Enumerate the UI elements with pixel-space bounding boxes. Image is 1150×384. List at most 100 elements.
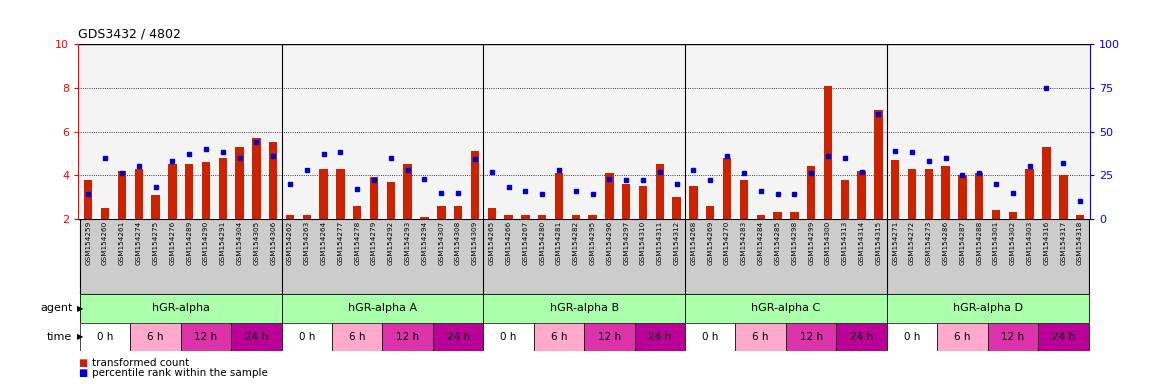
Bar: [437, 206, 445, 219]
Text: percentile rank within the sample: percentile rank within the sample: [92, 368, 268, 379]
Text: GSM154298: GSM154298: [791, 221, 797, 265]
Bar: [942, 167, 950, 219]
Bar: [773, 212, 782, 219]
Bar: [383, 323, 432, 351]
Bar: [1059, 175, 1067, 219]
Bar: [168, 164, 177, 219]
Bar: [79, 219, 282, 294]
Bar: [887, 219, 1089, 294]
Bar: [218, 158, 227, 219]
Text: 24 h: 24 h: [245, 332, 268, 342]
Text: 24 h: 24 h: [1052, 332, 1075, 342]
Bar: [101, 208, 109, 219]
Bar: [336, 169, 345, 219]
Bar: [1038, 323, 1089, 351]
Text: GSM154281: GSM154281: [555, 221, 562, 265]
Bar: [991, 210, 1000, 219]
Text: GSM154278: GSM154278: [354, 221, 360, 265]
Bar: [370, 177, 378, 219]
Text: GSM154287: GSM154287: [959, 221, 966, 265]
Text: GSM154265: GSM154265: [489, 221, 494, 265]
Text: 0 h: 0 h: [703, 332, 719, 342]
Bar: [269, 142, 277, 219]
Bar: [757, 215, 765, 219]
Bar: [685, 323, 736, 351]
Text: GDS3432 / 4802: GDS3432 / 4802: [78, 27, 181, 40]
Text: GSM154288: GSM154288: [976, 221, 982, 265]
Text: hGR-alpha C: hGR-alpha C: [751, 303, 821, 313]
Bar: [470, 151, 480, 219]
Bar: [937, 323, 988, 351]
Bar: [483, 323, 534, 351]
Text: GSM154309: GSM154309: [472, 221, 478, 265]
Text: 6 h: 6 h: [954, 332, 971, 342]
Text: GSM154297: GSM154297: [623, 221, 629, 265]
Bar: [353, 206, 361, 219]
Bar: [201, 162, 210, 219]
Text: 24 h: 24 h: [446, 332, 469, 342]
Text: GSM154312: GSM154312: [674, 221, 680, 265]
Bar: [823, 86, 833, 219]
Text: GSM154310: GSM154310: [641, 221, 646, 265]
Text: GSM154317: GSM154317: [1060, 221, 1066, 265]
Bar: [907, 169, 917, 219]
Text: agent: agent: [40, 303, 72, 313]
Bar: [874, 110, 882, 219]
Text: 12 h: 12 h: [396, 332, 420, 342]
Bar: [185, 164, 193, 219]
Text: GSM154286: GSM154286: [943, 221, 949, 265]
Text: GSM154303: GSM154303: [1027, 221, 1033, 265]
Bar: [622, 184, 630, 219]
Text: GSM154280: GSM154280: [539, 221, 545, 265]
Text: GSM154300: GSM154300: [825, 221, 831, 265]
Text: GSM154274: GSM154274: [136, 221, 141, 265]
Text: GSM154315: GSM154315: [875, 221, 881, 265]
Text: GSM154299: GSM154299: [808, 221, 814, 265]
Text: GSM154269: GSM154269: [707, 221, 713, 265]
Bar: [252, 138, 261, 219]
Text: GSM154313: GSM154313: [842, 221, 848, 265]
Bar: [891, 160, 899, 219]
Text: GSM154311: GSM154311: [657, 221, 662, 265]
Text: GSM154318: GSM154318: [1078, 221, 1083, 265]
Text: GSM154306: GSM154306: [270, 221, 276, 265]
Text: GSM154263: GSM154263: [304, 221, 309, 265]
Bar: [332, 323, 383, 351]
Text: GSM154295: GSM154295: [590, 221, 596, 265]
Text: GSM154291: GSM154291: [220, 221, 225, 265]
Bar: [790, 212, 798, 219]
Text: GSM154261: GSM154261: [118, 221, 125, 265]
Text: GSM154307: GSM154307: [438, 221, 444, 265]
Text: 12 h: 12 h: [194, 332, 217, 342]
Text: transformed count: transformed count: [92, 358, 190, 368]
Text: GSM154266: GSM154266: [506, 221, 512, 265]
Text: GSM154268: GSM154268: [690, 221, 697, 265]
Text: GSM154260: GSM154260: [102, 221, 108, 265]
Text: GSM154272: GSM154272: [908, 221, 915, 265]
Bar: [706, 206, 714, 219]
Bar: [320, 169, 328, 219]
Bar: [521, 215, 529, 219]
Bar: [639, 186, 647, 219]
Bar: [483, 294, 685, 323]
Bar: [785, 323, 836, 351]
Text: GSM154270: GSM154270: [724, 221, 730, 265]
Text: 12 h: 12 h: [598, 332, 621, 342]
Text: GSM154304: GSM154304: [237, 221, 243, 265]
Bar: [925, 169, 933, 219]
Text: GSM154262: GSM154262: [288, 221, 293, 265]
Bar: [483, 219, 685, 294]
Text: hGR-alpha: hGR-alpha: [152, 303, 209, 313]
Text: GSM154277: GSM154277: [337, 221, 344, 265]
Text: 0 h: 0 h: [299, 332, 315, 342]
Bar: [656, 164, 664, 219]
Bar: [836, 323, 887, 351]
Text: GSM154284: GSM154284: [758, 221, 764, 265]
Bar: [79, 323, 130, 351]
Text: GSM154276: GSM154276: [169, 221, 175, 265]
Text: hGR-alpha A: hGR-alpha A: [348, 303, 417, 313]
Text: GSM154279: GSM154279: [371, 221, 377, 265]
Bar: [282, 323, 332, 351]
Text: GSM154273: GSM154273: [926, 221, 932, 265]
Bar: [572, 215, 580, 219]
